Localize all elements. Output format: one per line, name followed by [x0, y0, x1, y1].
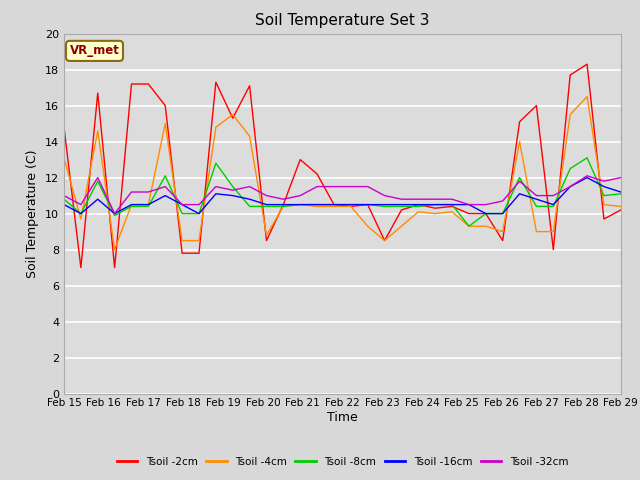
Text: VR_met: VR_met	[70, 44, 120, 58]
Y-axis label: Soil Temperature (C): Soil Temperature (C)	[26, 149, 40, 278]
Legend: Tsoil -2cm, Tsoil -4cm, Tsoil -8cm, Tsoil -16cm, Tsoil -32cm: Tsoil -2cm, Tsoil -4cm, Tsoil -8cm, Tsoi…	[113, 453, 572, 471]
X-axis label: Time: Time	[327, 411, 358, 424]
Title: Soil Temperature Set 3: Soil Temperature Set 3	[255, 13, 429, 28]
